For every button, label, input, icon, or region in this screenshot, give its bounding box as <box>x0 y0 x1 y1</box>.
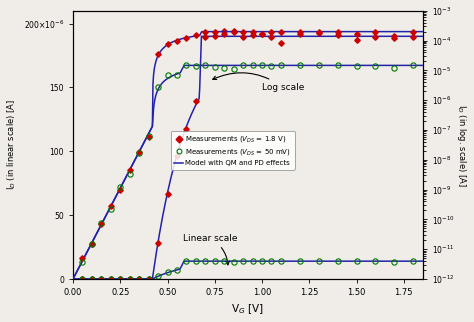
Legend: Measurements ($V_{DS}$ = 1.8 V), Measurements ($V_{DS}$ = 50 mV), Model with QM : Measurements ($V_{DS}$ = 1.8 V), Measure… <box>171 131 295 169</box>
Text: Log scale: Log scale <box>213 73 304 92</box>
X-axis label: V$_G$ [V]: V$_G$ [V] <box>231 303 264 317</box>
Y-axis label: I$_D$ (in log. scale) [A]: I$_D$ (in log. scale) [A] <box>456 104 468 186</box>
Y-axis label: I$_D$ (in linear scale) [A]: I$_D$ (in linear scale) [A] <box>6 99 18 190</box>
Text: Linear scale: Linear scale <box>182 234 237 265</box>
